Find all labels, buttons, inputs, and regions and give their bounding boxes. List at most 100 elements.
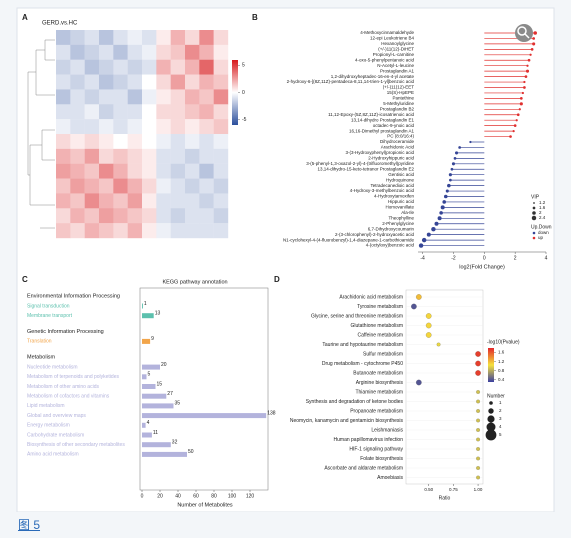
bar-value-label: 9	[151, 336, 154, 342]
legend-title: -log10(Pvalue)	[487, 339, 520, 345]
heatmap-cell	[170, 193, 186, 209]
heatmap-cell	[213, 148, 229, 164]
lollipop-dot	[449, 178, 452, 182]
colorbar-tick-label: -5	[242, 117, 247, 123]
colorbar	[488, 348, 494, 382]
plot-frame	[139, 287, 269, 491]
heatmap-cell	[56, 89, 71, 105]
x-axis-title: log2(Fold Change)	[459, 264, 505, 270]
pathway-label: Tyrosine metabolism	[357, 304, 403, 310]
bar	[142, 303, 143, 309]
legend-title: Up.Down	[531, 224, 552, 230]
zoom-icon[interactable]	[515, 24, 533, 42]
heatmap-cell	[156, 104, 171, 120]
bar	[142, 338, 151, 344]
heatmap-cell	[127, 74, 143, 90]
metabolite-label: (+/-)11(12)-EET	[383, 85, 415, 90]
heatmap-cell	[199, 104, 214, 120]
lollipop-dot	[418, 243, 424, 248]
heatmap-cell	[142, 89, 157, 105]
colorbar	[232, 60, 238, 125]
heatmap-cell	[84, 148, 100, 164]
heatmap-cell	[113, 59, 128, 75]
heatmap-cell	[56, 178, 71, 194]
heatmap-cell	[99, 44, 114, 60]
heatmap-cell	[127, 208, 143, 224]
category-label: Biosynthesis of other secondary metaboli…	[27, 442, 125, 448]
bar	[142, 313, 154, 319]
pathway-label: Arginine biosynthesis	[356, 380, 404, 386]
heatmap-cell	[113, 163, 128, 179]
heatmap-cell	[113, 148, 128, 164]
heatmap-cell	[99, 223, 114, 239]
bar-value-label: 15	[157, 381, 163, 387]
bar-value-label: 5	[148, 372, 151, 378]
heatmap-cell	[99, 59, 114, 75]
heatmap-cell	[127, 178, 143, 194]
heatmap-cell	[70, 44, 85, 60]
category-label: Amino acid metabolism	[27, 452, 79, 458]
bubble	[476, 475, 480, 480]
heatmap-cell	[84, 193, 100, 209]
x-tick-label: 2	[514, 255, 517, 261]
bar-value-label: 138	[267, 410, 276, 416]
lollipop-dot	[532, 42, 536, 46]
heatmap-cell	[99, 134, 114, 150]
x-tick-label: 4	[545, 255, 548, 261]
heatmap-cell	[70, 134, 85, 150]
legend-color-swatch	[532, 231, 536, 235]
metabolite-label: 3-(3-Hydroxyphenyl)propionic acid	[345, 150, 414, 155]
metabolite-label: N1-cyclohexyl-4-(4-fluorobenzyl)-1,4-dia…	[283, 237, 415, 242]
heatmap-cell	[142, 119, 157, 135]
metabolite-label: (+/-)11(12)-DiHET	[378, 47, 414, 52]
bubble	[476, 418, 480, 423]
heatmap-cell	[142, 104, 157, 120]
pathway-label: HIF-1 signaling pathway	[349, 446, 403, 452]
pathway-label: Folate biosynthesis	[360, 456, 403, 462]
pathway-label: Synthesis and degradation of ketone bodi…	[306, 399, 404, 405]
category-label: Translation	[27, 339, 52, 345]
heatmap-cell	[56, 223, 71, 239]
x-tick-label: 0.75	[449, 487, 458, 492]
legend-label: 5	[499, 432, 502, 437]
pathway-label: Thiamine metabolism	[355, 389, 403, 395]
metabolite-label: 6,7-Dihydroxycoumarin	[368, 226, 415, 231]
pathway-label: Sulfur metabolism	[363, 351, 403, 357]
metabolite-label: Arachidonic Acid	[381, 145, 415, 150]
figure-caption[interactable]: 图 5	[18, 518, 41, 532]
heatmap-cell	[127, 104, 143, 120]
lollipop-dot	[524, 75, 528, 78]
metabolite-label: 5-Methyluridine	[383, 101, 414, 106]
pathway-label: Arachidonic acid metabolism	[339, 294, 403, 300]
heatmap-cell	[213, 208, 229, 224]
heatmap-cell	[56, 30, 71, 46]
heatmap-cell	[99, 193, 114, 209]
heatmap-cell	[185, 163, 200, 179]
bubble	[476, 456, 480, 461]
heatmap-cell	[199, 223, 214, 239]
bar-value-label: 11	[153, 430, 158, 436]
heatmap-cell	[199, 208, 214, 224]
pathway-label: Propanoate metabolism	[350, 408, 403, 414]
lollipop-dot	[519, 97, 523, 100]
bar	[142, 393, 167, 399]
heatmap-cell	[56, 208, 71, 224]
heatmap-cell	[142, 193, 157, 209]
colorbar-tick-label: 5	[242, 63, 245, 69]
heatmap-cell	[185, 119, 200, 135]
heatmap-cell	[70, 89, 85, 105]
category-label: Metabolism of other amino acids	[27, 384, 99, 390]
heatmap-cell	[185, 148, 200, 164]
category-label: Membrane transport	[27, 313, 73, 319]
heatmap-cell	[84, 134, 100, 150]
lollipop-dot	[426, 232, 431, 237]
x-tick-label: -2	[451, 255, 456, 261]
heatmap-cell	[170, 134, 186, 150]
heatmap-cell	[185, 30, 200, 46]
heatmap-cell	[70, 223, 85, 239]
lollipop-dot	[431, 226, 436, 232]
category-label: Lipid metabolism	[27, 403, 65, 409]
heatmap-cell	[170, 163, 186, 179]
heatmap-cell	[84, 59, 100, 75]
metabolite-label: Tetradecanedioic acid	[370, 183, 414, 188]
